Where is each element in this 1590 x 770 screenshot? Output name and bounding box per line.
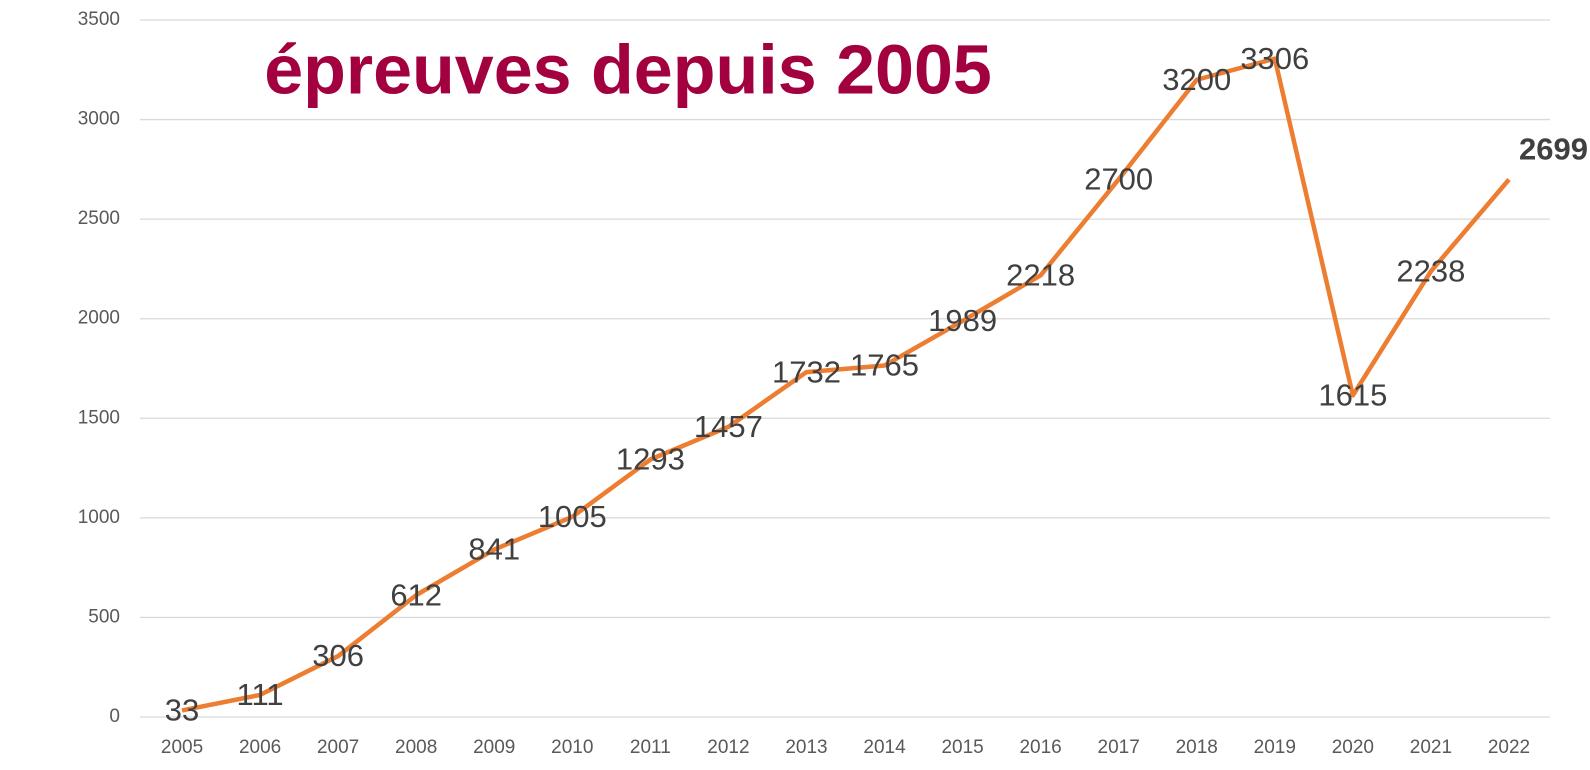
- y-tick-label: 1000: [78, 507, 120, 528]
- value-label: 2238: [1396, 254, 1465, 289]
- y-tick-label: 3000: [78, 109, 120, 130]
- value-label: 1615: [1318, 378, 1387, 413]
- x-tick-label: 2020: [1332, 737, 1374, 758]
- x-tick-label: 2010: [551, 737, 593, 758]
- value-label: 612: [390, 577, 442, 612]
- x-tick-label: 2009: [473, 737, 515, 758]
- y-tick-label: 1500: [78, 407, 120, 428]
- value-label: 1005: [538, 499, 607, 534]
- x-tick-label: 2018: [1176, 737, 1218, 758]
- x-tick-label: 2022: [1488, 737, 1530, 758]
- value-label: 1765: [850, 348, 919, 383]
- value-label: 1293: [616, 442, 685, 477]
- y-tick-label: 2000: [78, 308, 120, 329]
- x-tick-label: 2008: [395, 737, 437, 758]
- value-label: 111: [237, 677, 284, 712]
- value-label: 1989: [928, 303, 997, 338]
- value-label: 3306: [1240, 41, 1309, 76]
- x-tick-label: 2011: [630, 737, 671, 758]
- value-label: 2699: [1519, 132, 1588, 167]
- chart-title: épreuves depuis 2005: [264, 30, 992, 108]
- x-tick-label: 2007: [317, 737, 359, 758]
- x-tick-label: 2017: [1098, 737, 1140, 758]
- x-tick-label: 2013: [785, 737, 827, 758]
- value-label: 1732: [772, 354, 841, 389]
- x-tick-label: 2015: [941, 737, 983, 758]
- x-tick-label: 2012: [707, 737, 749, 758]
- value-label: 3200: [1162, 62, 1231, 97]
- y-tick-label: 3500: [78, 9, 120, 30]
- x-tick-label: 2019: [1254, 737, 1296, 758]
- value-label: 306: [312, 638, 364, 673]
- x-tick-label: 2014: [863, 737, 906, 758]
- y-tick-label: 0: [109, 706, 120, 727]
- x-tick-label: 2006: [239, 737, 281, 758]
- value-label: 2700: [1084, 162, 1153, 197]
- value-label: 2218: [1006, 257, 1075, 292]
- y-tick-label: 2500: [78, 208, 120, 229]
- value-label: 33: [165, 693, 199, 728]
- value-label: 841: [468, 532, 520, 567]
- x-tick-label: 2021: [1410, 737, 1452, 758]
- value-label: 1457: [694, 409, 763, 444]
- y-tick-label: 500: [88, 606, 120, 627]
- data-line: [181, 56, 1511, 713]
- x-tick-label: 2016: [1019, 737, 1061, 758]
- x-tick-label: 2005: [161, 737, 203, 758]
